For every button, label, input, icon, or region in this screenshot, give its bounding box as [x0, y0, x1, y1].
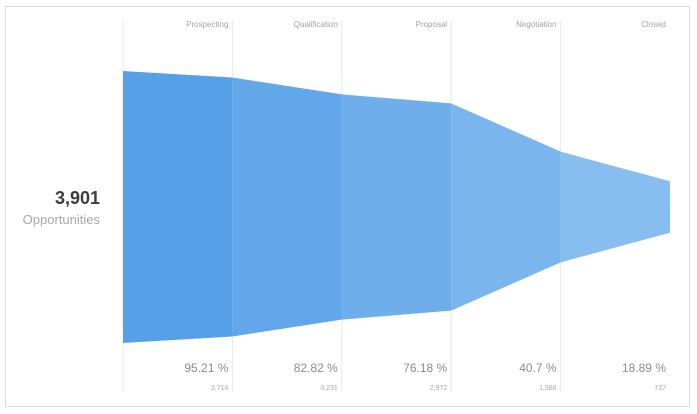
total-opportunities-caption: Opportunities	[23, 212, 101, 227]
stage-count-label: 3,231	[320, 385, 338, 392]
stage-header-closed: Closed	[641, 20, 666, 29]
stage-percent-label: 95.21 %	[184, 361, 228, 375]
stage-labels: Prospecting 95.21 % 3,714 Qualification 82.8…	[184, 20, 666, 392]
stage-count-label: 737	[654, 385, 666, 392]
total-opportunities-value: 3,901	[55, 188, 100, 208]
funnel-band-negotiation	[451, 103, 561, 311]
stage-header-prospecting: Prospecting	[186, 20, 228, 29]
stage-count-label: 1,588	[539, 385, 557, 392]
stage-count-label: 3,714	[211, 385, 229, 392]
stage-percent-label: 76.18 %	[403, 361, 447, 375]
funnel-band-prospecting	[123, 71, 233, 343]
stage-header-proposal: Proposal	[416, 20, 448, 29]
stage-count-label: 2,972	[430, 385, 448, 392]
funnel-band-proposal	[341, 94, 452, 320]
stage-percent-label: 82.82 %	[294, 361, 338, 375]
funnel-band-closed	[560, 151, 670, 263]
stage-header-negotiation: Negotiation	[516, 20, 556, 29]
funnel-bands	[123, 71, 670, 343]
stage-percent-label: 18.89 %	[622, 361, 666, 375]
stage-percent-label: 40.7 %	[519, 361, 557, 375]
chart-frame	[5, 6, 690, 407]
stage-header-qualification: Qualification	[294, 20, 338, 29]
funnel-band-qualification	[232, 77, 342, 337]
